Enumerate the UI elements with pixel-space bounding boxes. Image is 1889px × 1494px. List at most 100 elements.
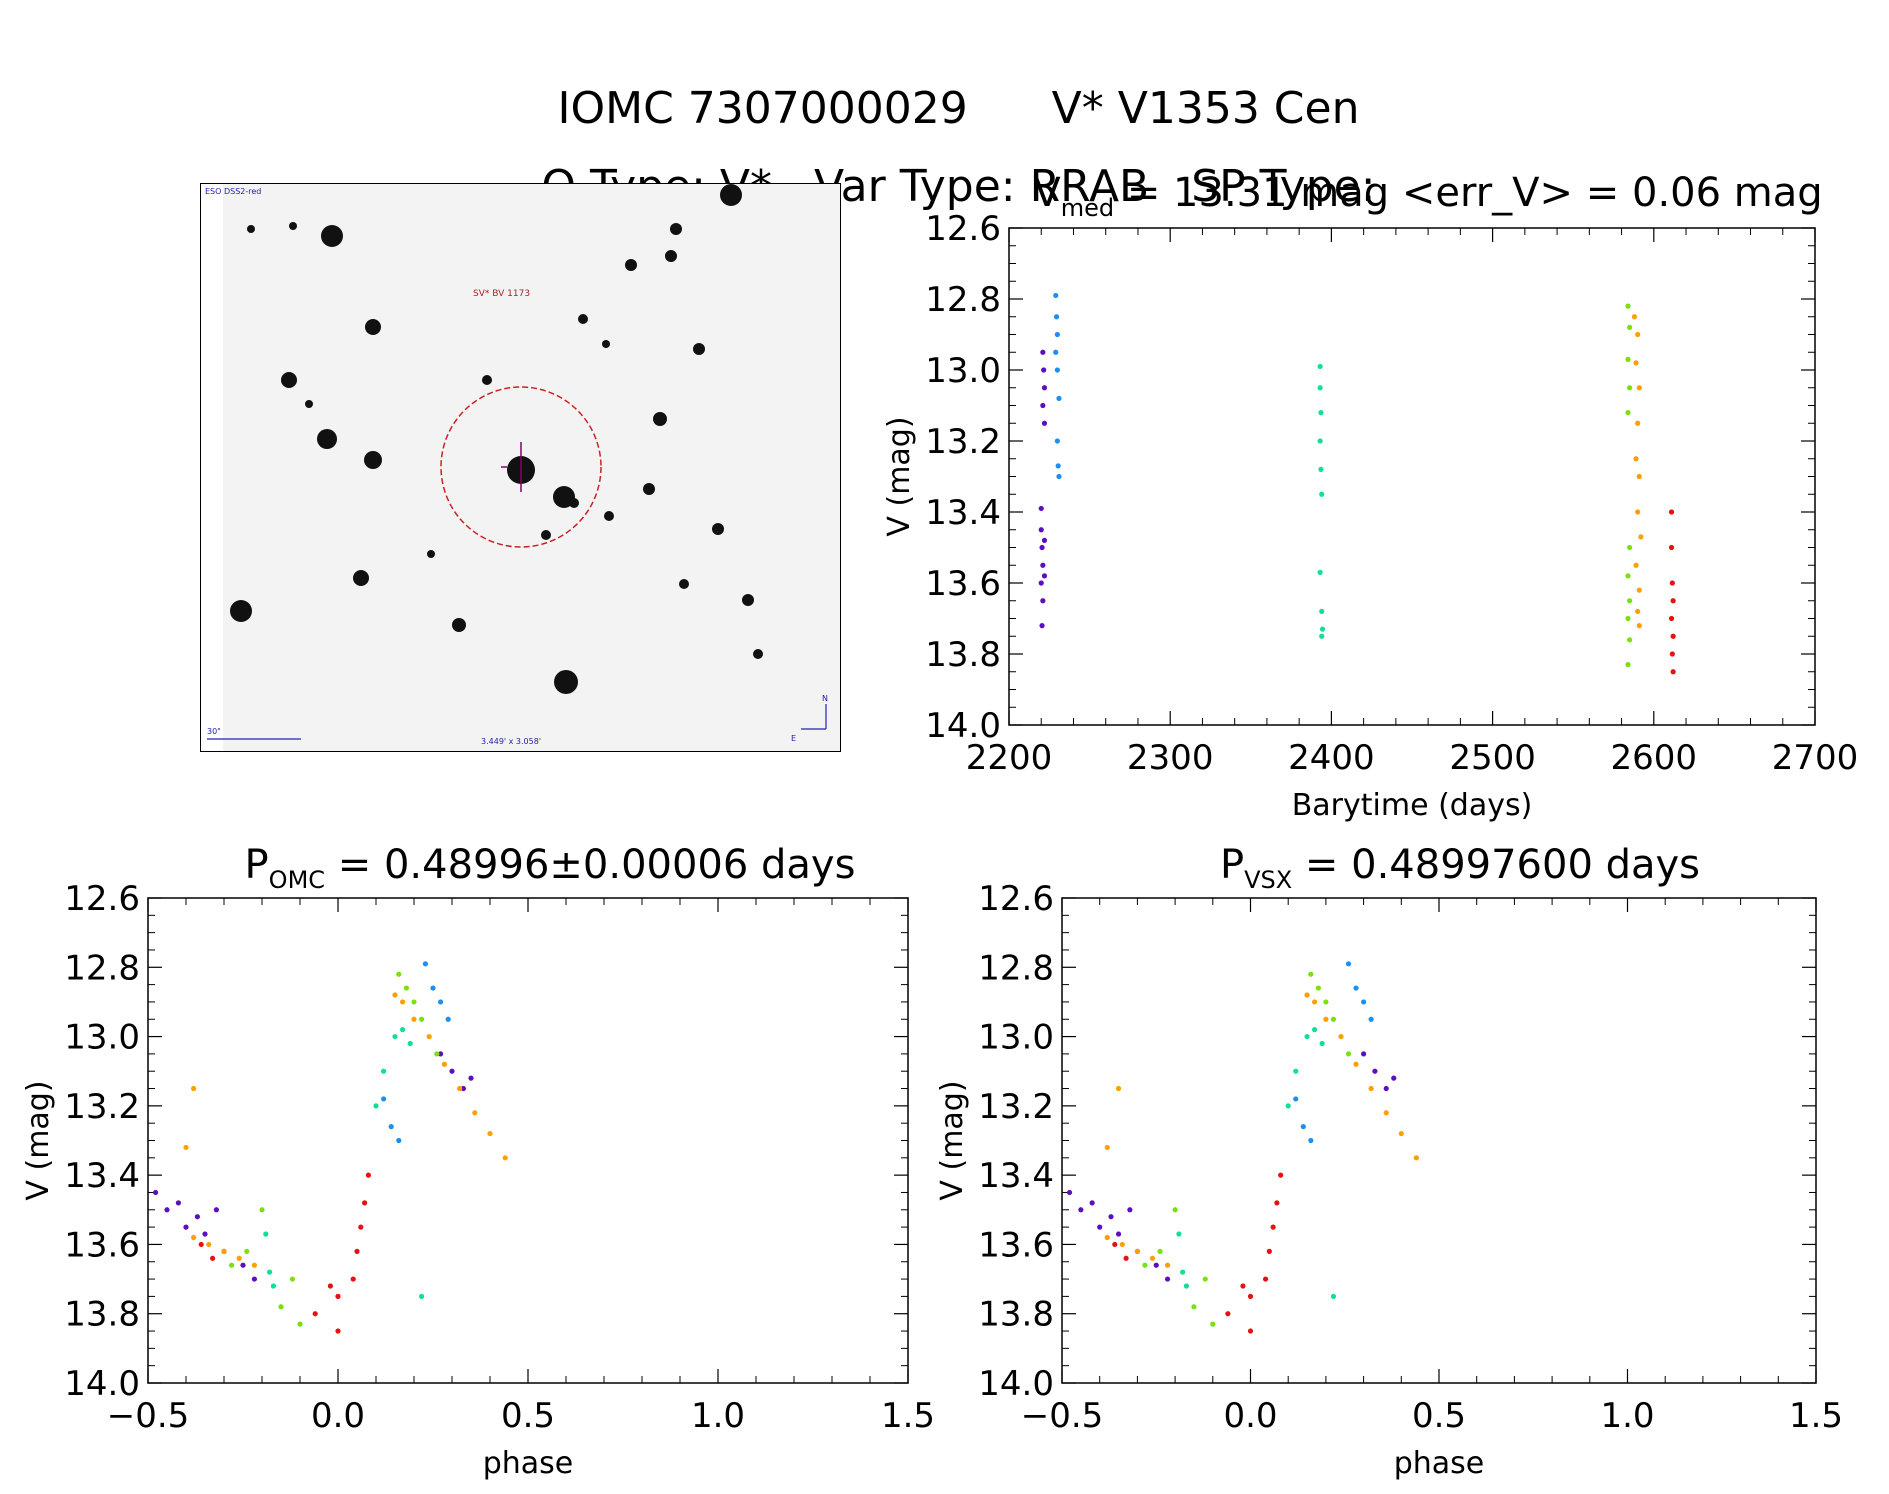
star [321,225,343,247]
star [653,412,667,426]
data-point [1040,562,1046,568]
star [712,523,724,535]
data-point [1317,438,1323,444]
data-point [392,992,398,998]
data-point [1176,1231,1182,1237]
data-point [472,1110,478,1116]
data-point [327,1283,333,1289]
data-point [1157,1248,1163,1254]
data-point [1318,410,1324,416]
data-point [411,1016,417,1022]
phase_vsx-chart: −0.5 0.0 0.5 1.0 1.5 12.6 12.8 13.0 13.2 13.4 13.6… [935,879,1843,1481]
star [643,483,655,495]
data-point [1413,1155,1419,1161]
data-point [1323,1016,1329,1022]
data-point [1635,509,1641,515]
data-point [1308,1137,1314,1144]
data-point [1040,598,1046,604]
data-point [407,1040,413,1047]
data-point [1123,1255,1129,1261]
data-point [419,1016,425,1022]
data-point [1627,324,1633,330]
y-tick-label: 13.0 [978,1018,1054,1058]
data-point [251,1262,257,1268]
x-axis-label: phase [1394,1446,1485,1481]
data-point [1633,360,1639,366]
data-point [1625,615,1631,622]
x-axis-label: Barytime (days) [1292,788,1533,823]
data-point [1285,1103,1291,1109]
survey-label: ESO DSS2-red [205,187,261,196]
data-point [1115,1231,1122,1237]
phase-vsx-title-main: P [1219,842,1245,888]
data-point [1041,537,1048,544]
data-point [468,1075,474,1081]
data-point [1625,303,1631,309]
star [665,250,677,262]
phase_omc-series-3 [229,971,440,1327]
x-tick-label: −0.5 [107,1396,190,1436]
data-point [1149,1255,1156,1261]
data-point [381,1068,387,1074]
data-point [422,961,428,967]
target-circle [440,386,602,548]
phase-omc-title-main: P [244,842,269,888]
data-point [1078,1207,1084,1213]
phase-vsx-title-sub: VSX [1244,866,1293,894]
x-tick-label: 2400 [1288,738,1375,778]
data-point [438,999,444,1005]
data-point [289,1276,295,1282]
phase_vsx-series-0 [1066,1051,1397,1282]
y-tick-label: 12.6 [64,879,140,919]
x-tick-label: 2200 [966,738,1053,778]
y-tick-label: 13.4 [925,493,1001,533]
star [353,570,369,586]
data-point [1240,1283,1246,1289]
phase_omc-chart: −0.5 0.0 0.5 1.0 1.5 12.6 12.8 13.0 13.2 13.4 13.6… [21,879,935,1481]
data-point [1054,438,1060,444]
star [482,375,492,385]
x-tick-label: 1.5 [881,1396,935,1436]
data-point [1319,608,1325,615]
x-tick-label: 2700 [1772,738,1859,778]
y-tick-label: 13.2 [978,1087,1054,1127]
lightcurve-series-5 [1668,509,1676,675]
data-point [430,985,436,991]
data-point [1635,331,1641,338]
data-point [1627,598,1633,604]
data-point [1670,633,1676,639]
north-label: N [822,694,828,703]
data-point [1225,1311,1231,1317]
finder-field: ESO DSS2-red SV* BV 1173 30" 3.449' x 3.… [201,184,840,751]
lightcurve-title: Vmed = 13.31 mag <err_V> = 0.06 mag [1008,170,1848,222]
data-point [1142,1262,1148,1268]
data-point [1270,1224,1276,1230]
phase_vsx-series-4 [1104,992,1419,1268]
data-point [1372,1068,1378,1074]
data-point [1318,466,1324,472]
y-tick-label: 12.8 [64,948,140,988]
star [452,618,466,632]
data-point [1119,1241,1125,1248]
y-tick-label: 14.0 [978,1364,1054,1404]
x-tick-label: −0.5 [1021,1396,1104,1436]
data-point [1038,527,1044,533]
data-point [1669,651,1675,657]
data-point [388,1124,394,1130]
data-point [1345,961,1352,967]
data-point [396,971,402,977]
data-point [191,1085,197,1092]
data-point [1315,985,1321,991]
phase_vsx-frame [1061,897,1817,1384]
data-point [164,1207,170,1213]
data-point [1627,544,1633,551]
data-point [1041,420,1048,426]
data-point [1164,1276,1171,1282]
lightcurve-series-2 [1317,363,1326,639]
data-point [1383,1085,1389,1092]
data-point [1040,402,1046,409]
y-tick-label: 14.0 [925,706,1001,746]
star [364,451,382,469]
spectral-type: SP Type: [1191,161,1376,212]
data-point [1053,292,1059,299]
